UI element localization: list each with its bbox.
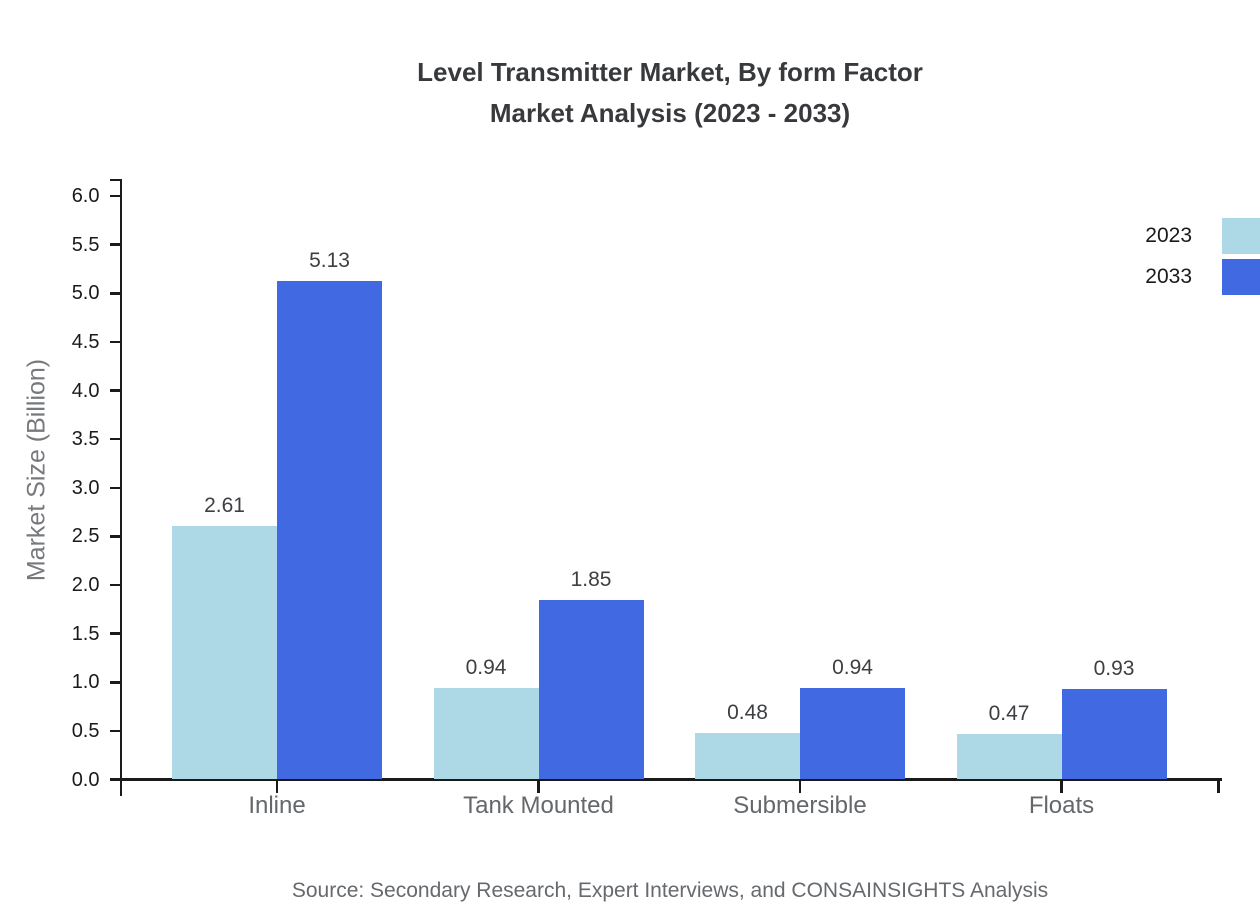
y-tick — [109, 292, 122, 295]
bar-2023-floats — [956, 733, 1062, 780]
legend-item-2033: 2033 — [1145, 259, 1260, 295]
bar-value-label: 1.85 — [570, 567, 612, 591]
x-tick — [798, 779, 802, 793]
y-tick — [109, 340, 122, 344]
y-tick — [109, 437, 122, 441]
bar-2023-submersible — [695, 732, 800, 780]
chart-title-line2: Market Analysis (2023 - 2033) — [489, 98, 851, 128]
x-tick — [275, 779, 279, 793]
x-axis-endcap-tick — [1217, 779, 1220, 793]
bar-2023-inline — [172, 525, 277, 780]
legend-swatch-2023 — [1222, 218, 1260, 254]
bar-value-label: 5.13 — [309, 248, 350, 272]
y-tick — [109, 486, 122, 489]
bar-2023-tank-mounted — [433, 688, 539, 780]
y-tick-label: 4.5 — [71, 330, 100, 353]
y-tick-label: 1.0 — [71, 671, 100, 694]
y-tick-label: 5.5 — [71, 233, 100, 256]
y-tick — [109, 778, 122, 781]
legend-label-2023: 2023 — [1145, 224, 1192, 247]
y-tick-label: 5.0 — [71, 282, 100, 305]
y-tick — [109, 681, 122, 684]
bar-2033-submersible — [800, 688, 905, 780]
y-tick — [109, 243, 122, 246]
x-category-label: Submersible — [733, 792, 867, 819]
chart-title: Level Transmitter Market, By form Factor… — [80, 52, 1260, 134]
x-tick — [537, 779, 540, 793]
legend-swatch-2033 — [1222, 259, 1260, 295]
y-tick-label: 2.0 — [71, 574, 100, 596]
y-tick-label: 3.5 — [71, 428, 100, 451]
y-tick-label: 2.5 — [71, 525, 100, 548]
bar-2033-floats — [1061, 689, 1167, 780]
y-tick — [109, 583, 122, 587]
y-tick — [109, 535, 122, 538]
x-category-label: Inline — [248, 792, 306, 819]
chart-title-line1: Level Transmitter Market, By form Factor — [417, 57, 923, 87]
legend: 2023 2033 — [1145, 218, 1260, 295]
y-tick — [109, 729, 122, 733]
bar-value-label: 0.94 — [465, 656, 507, 680]
bar-2033-inline — [277, 280, 382, 780]
y-tick-label: 0.5 — [71, 719, 100, 742]
x-axis-line — [109, 778, 1222, 781]
y-tick-label: 6.0 — [71, 185, 100, 207]
y-tick — [109, 194, 122, 198]
bar-2033-tank-mounted — [538, 599, 644, 780]
x-category-label: Floats — [1028, 792, 1095, 819]
y-tick-label: 3.0 — [71, 476, 100, 499]
bar-value-label: 0.94 — [832, 656, 873, 680]
source-note: Source: Secondary Research, Expert Inter… — [291, 879, 1049, 902]
bar-value-label: 0.93 — [1093, 657, 1135, 681]
legend-label-2033: 2033 — [1145, 265, 1192, 288]
legend-item-2023: 2023 — [1145, 218, 1260, 254]
bar-value-label: 2.61 — [204, 493, 245, 517]
x-tick — [1060, 779, 1063, 793]
y-tick — [109, 632, 122, 635]
y-tick — [109, 389, 122, 392]
bar-value-label: 0.47 — [988, 701, 1030, 725]
y-tick-label: 1.5 — [71, 622, 100, 645]
y-axis-endcap-tick — [109, 178, 122, 182]
y-tick-label: 4.0 — [71, 379, 100, 402]
y-tick-label: 0.0 — [71, 768, 100, 791]
x-category-label: Tank Mounted — [463, 792, 614, 819]
bar-value-label: 0.48 — [727, 700, 768, 724]
